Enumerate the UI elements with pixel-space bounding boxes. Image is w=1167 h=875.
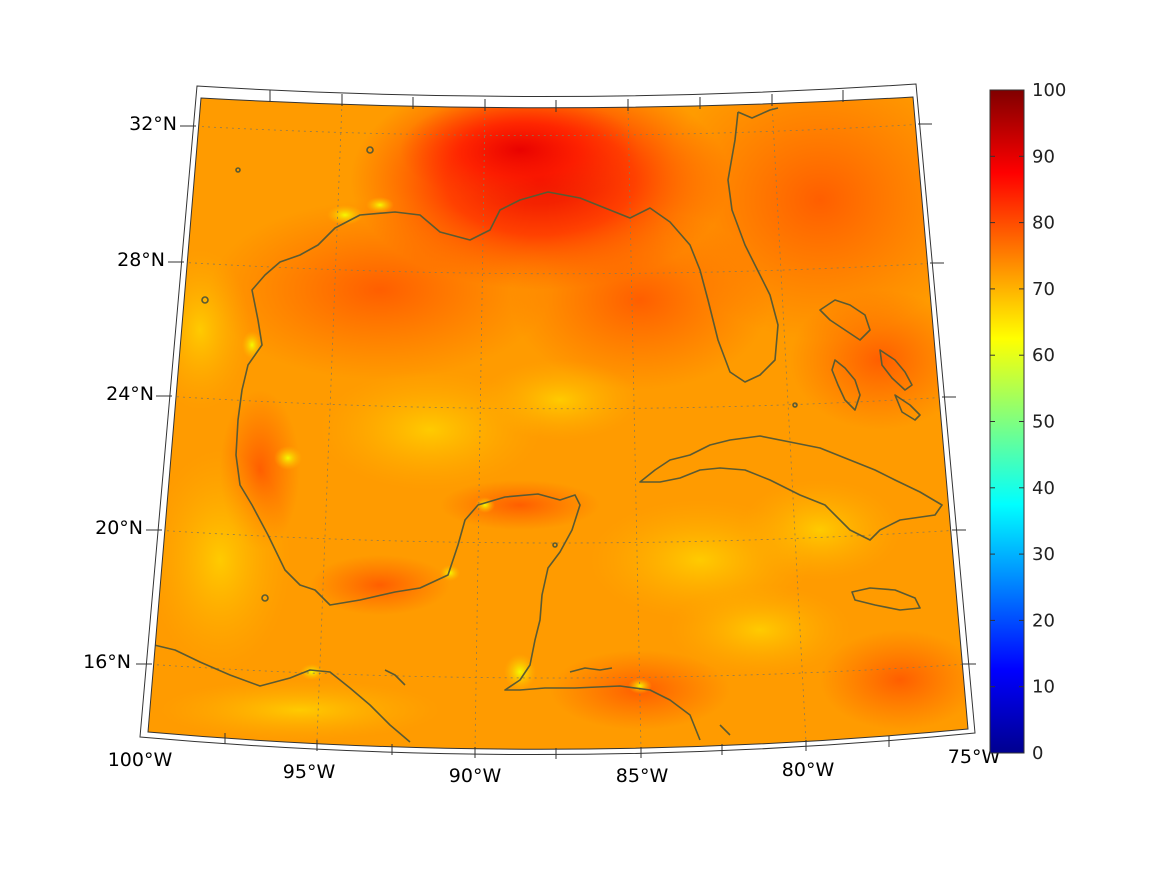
colorbar-tick-label: 60 <box>1032 345 1055 366</box>
lat-label-16n: 16°N <box>83 651 131 673</box>
lat-label-24n: 24°N <box>106 383 154 405</box>
colorbar-tick-label: 20 <box>1032 610 1055 631</box>
parallel-20n <box>154 529 960 544</box>
pacific-coastline <box>149 643 411 743</box>
meridian-95w <box>316 102 343 741</box>
lon-label-80w: 80°W <box>782 759 835 781</box>
map-frame <box>136 83 976 759</box>
gulf-coastline <box>235 111 779 741</box>
honduras-coastline <box>569 667 613 673</box>
jamaica-coastline <box>851 587 921 611</box>
parallel-28n <box>176 261 938 275</box>
florida-atlantic-coast <box>737 107 779 119</box>
graticule <box>148 101 968 750</box>
lat-label-32n: 32°N <box>129 113 177 135</box>
colorbar-tick-label: 30 <box>1032 544 1055 565</box>
lon-label-95w: 95°W <box>283 761 336 783</box>
lon-label-75w: 75°W <box>948 746 1001 768</box>
parallel-24n <box>164 395 950 410</box>
meridian-80w <box>771 101 807 743</box>
lat-label-20n: 20°N <box>95 517 143 539</box>
parallel-32n <box>189 123 926 136</box>
colorbar-tick-label: 50 <box>1032 412 1055 433</box>
lat-label-28n: 28°N <box>117 249 165 271</box>
lon-label-90w: 90°W <box>449 765 502 787</box>
colorbar-tick-label: 70 <box>1032 279 1055 300</box>
lon-label-85w: 85°W <box>616 765 669 787</box>
colorbar-bar <box>989 89 1025 754</box>
lon-label-100w: 100°W <box>108 749 173 771</box>
colorbar-tick-label: 40 <box>1032 478 1055 499</box>
data-field <box>148 97 968 750</box>
latitude-labels: 32°N 28°N 24°N 20°N 16°N <box>83 113 177 673</box>
colorbar-ticks <box>990 89 1024 754</box>
colorbar-tick-label: 100 <box>1032 80 1066 101</box>
coastlines <box>149 107 943 743</box>
colorbar-tick-label: 10 <box>1032 677 1055 698</box>
bahamas-coastline <box>819 299 871 341</box>
colorbar-tick-label: 0 <box>1032 743 1043 764</box>
frame-outer <box>139 83 976 756</box>
cuba-coastline <box>639 435 943 541</box>
colorbar-tick-label: 80 <box>1032 213 1055 234</box>
longitude-labels: 100°W 95°W 90°W 85°W 80°W 75°W <box>108 746 1001 787</box>
frame-inner <box>147 96 969 750</box>
colorbar-tick-label: 90 <box>1032 146 1055 167</box>
